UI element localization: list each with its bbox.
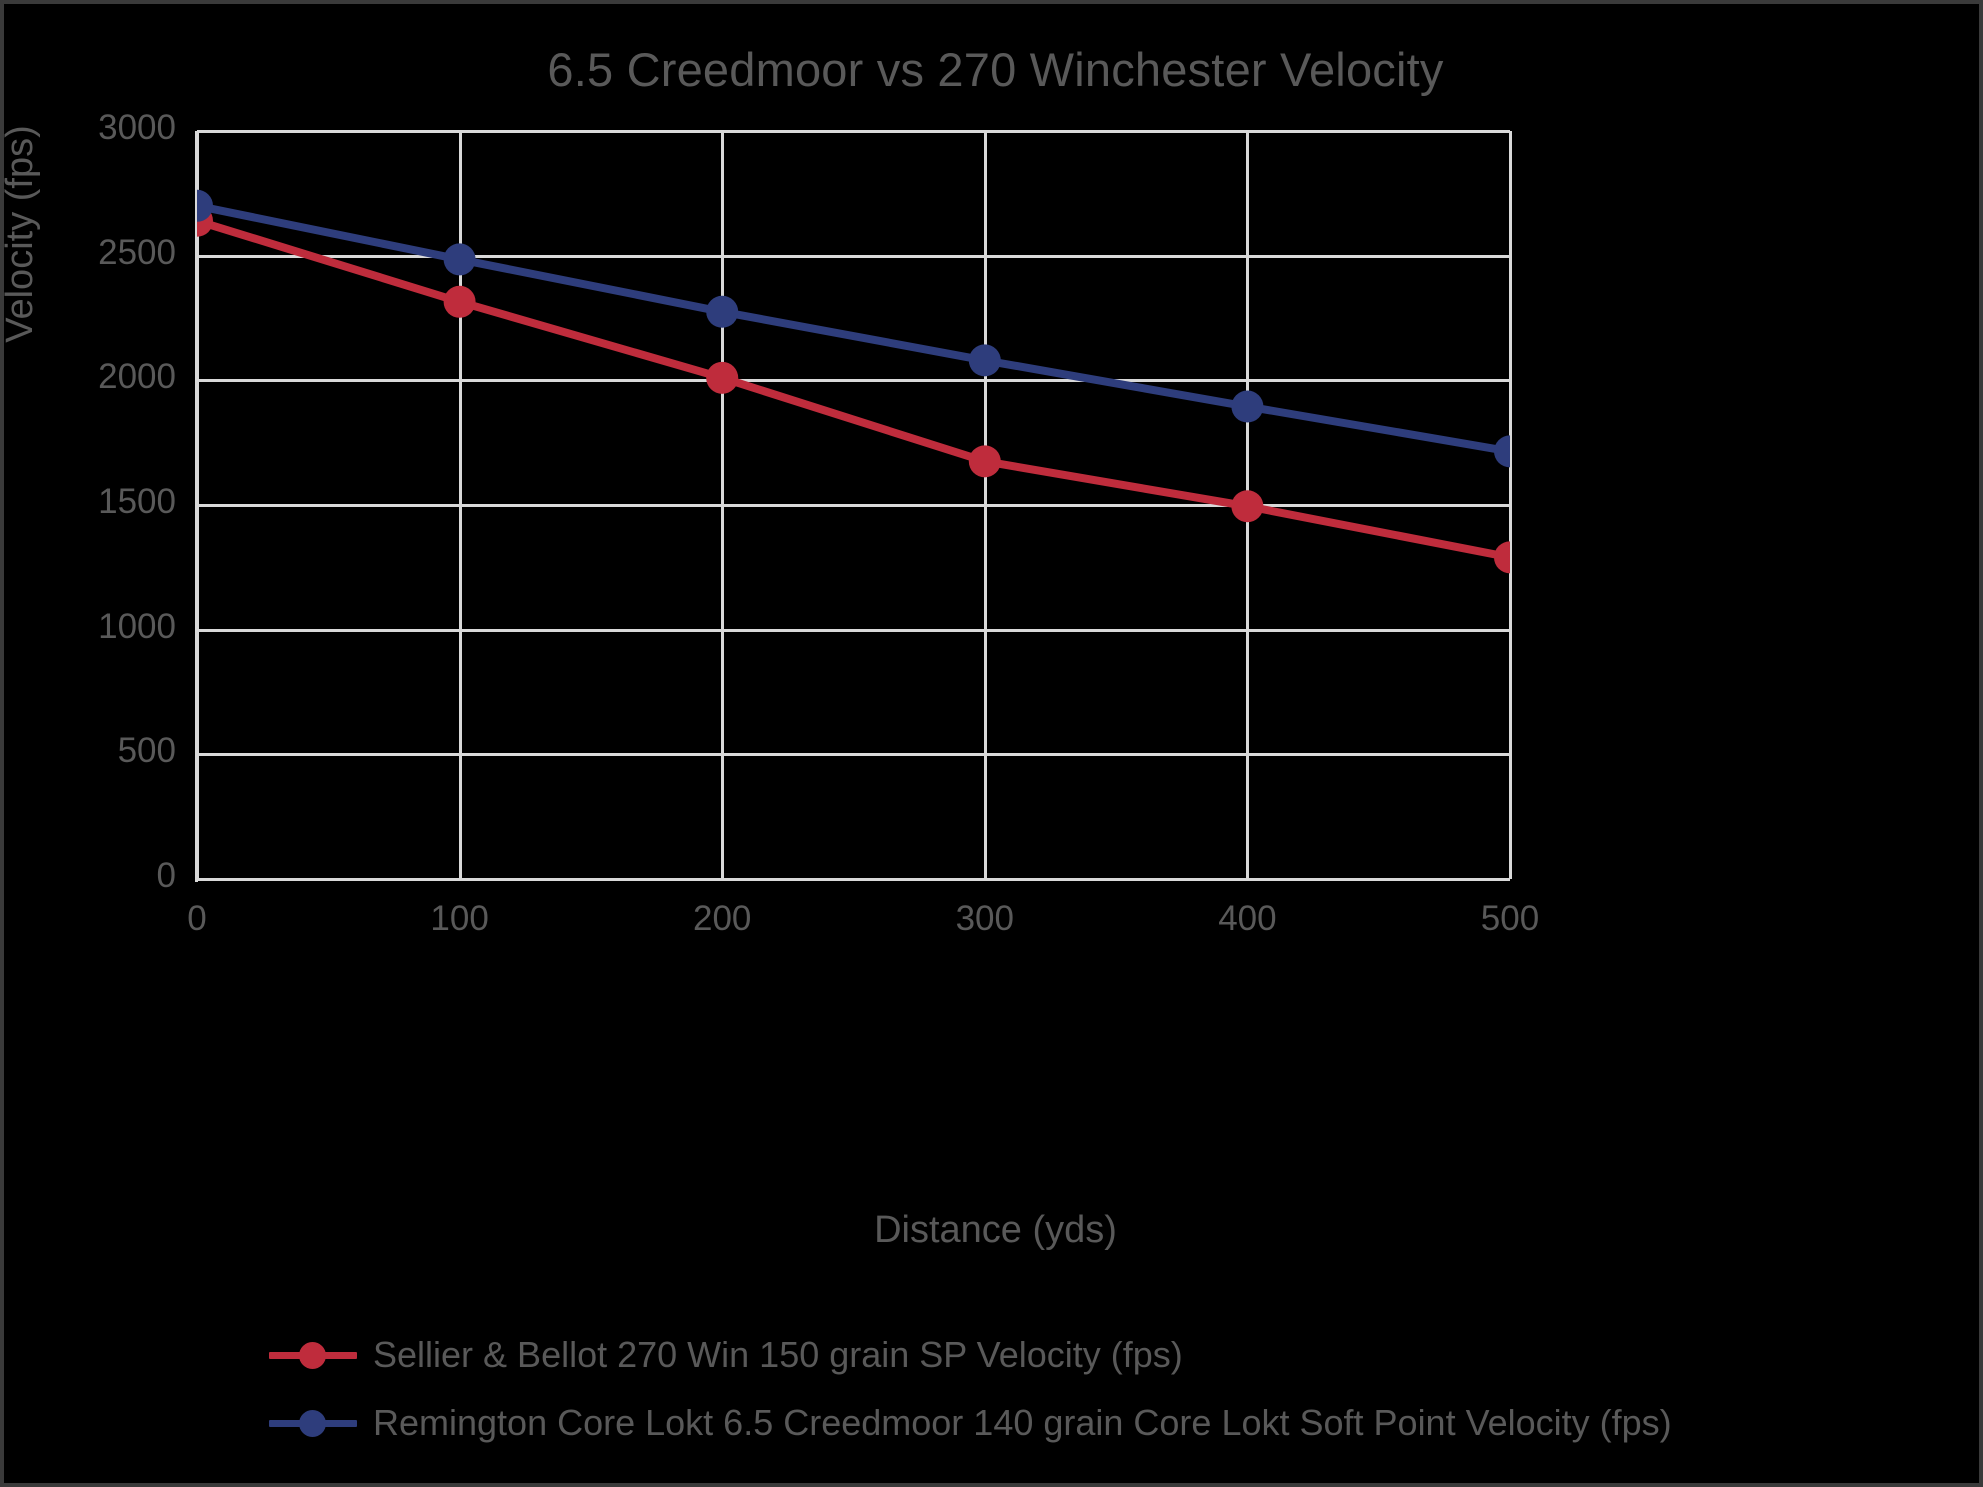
y-tick-label: 2500 <box>98 232 176 272</box>
chart-title: 6.5 Creedmoor vs 270 Winchester Velocity <box>547 43 1444 96</box>
series-line <box>197 201 1510 456</box>
data-point-marker <box>1231 390 1264 423</box>
legend-label: Remington Core Lokt 6.5 Creedmoor 140 gr… <box>373 1402 1672 1443</box>
legend-swatch-icon <box>269 1410 357 1437</box>
legend-swatch-icon <box>269 1342 357 1369</box>
legend-item[interactable]: Remington Core Lokt 6.5 Creedmoor 140 gr… <box>269 1402 1672 1444</box>
x-tick-label: 500 <box>1480 899 1540 938</box>
gridline-horizontal <box>197 254 1510 258</box>
plot-area <box>196 130 1512 881</box>
data-point-marker <box>197 189 213 222</box>
gridline-horizontal <box>197 130 1510 133</box>
gridline-horizontal <box>197 753 1510 757</box>
legend-label: Sellier & Bellot 270 Win 150 grain SP Ve… <box>373 1334 1183 1375</box>
x-axis-title: Distance (yds) <box>874 1209 1117 1251</box>
x-tick-label: 100 <box>430 899 489 938</box>
gridline-horizontal <box>197 504 1510 507</box>
y-tick-label: 0 <box>156 856 176 895</box>
gridline-vertical <box>1509 131 1512 879</box>
gridline-vertical <box>458 131 462 879</box>
y-tick-label: 3000 <box>98 108 176 147</box>
y-tick-label: 1500 <box>98 482 176 521</box>
y-tick-label: 2000 <box>98 357 176 397</box>
x-tick-label: 0 <box>187 899 207 938</box>
gridline-horizontal <box>197 379 1510 383</box>
data-point-marker <box>706 361 739 394</box>
y-axis-title: Velocity (fps) <box>0 125 41 343</box>
chart-legend: Sellier & Bellot 270 Win 150 grain SP Ve… <box>269 1334 1672 1444</box>
data-point-marker <box>1494 435 1510 468</box>
data-point-marker <box>968 445 1001 478</box>
x-tick-label: 400 <box>1218 899 1277 938</box>
series-line <box>197 216 1510 562</box>
gridline-vertical <box>721 131 725 879</box>
data-point-marker <box>1231 490 1264 523</box>
data-point-marker <box>1494 541 1510 574</box>
data-point-marker <box>968 344 1001 377</box>
legend-item[interactable]: Sellier & Bellot 270 Win 150 grain SP Ve… <box>269 1334 1672 1376</box>
gridline-horizontal <box>197 628 1510 632</box>
y-tick-label: 1000 <box>98 606 176 646</box>
gridline-horizontal <box>197 878 1510 881</box>
data-point-marker <box>443 285 476 318</box>
data-point-marker <box>443 243 476 276</box>
gridline-vertical <box>983 131 987 879</box>
x-tick-label: 200 <box>692 899 752 938</box>
gridline-vertical <box>196 131 199 879</box>
x-tick-label: 300 <box>955 899 1014 938</box>
y-tick-label: 500 <box>117 731 176 771</box>
data-point-marker <box>706 295 739 328</box>
series-lines <box>197 189 1510 574</box>
